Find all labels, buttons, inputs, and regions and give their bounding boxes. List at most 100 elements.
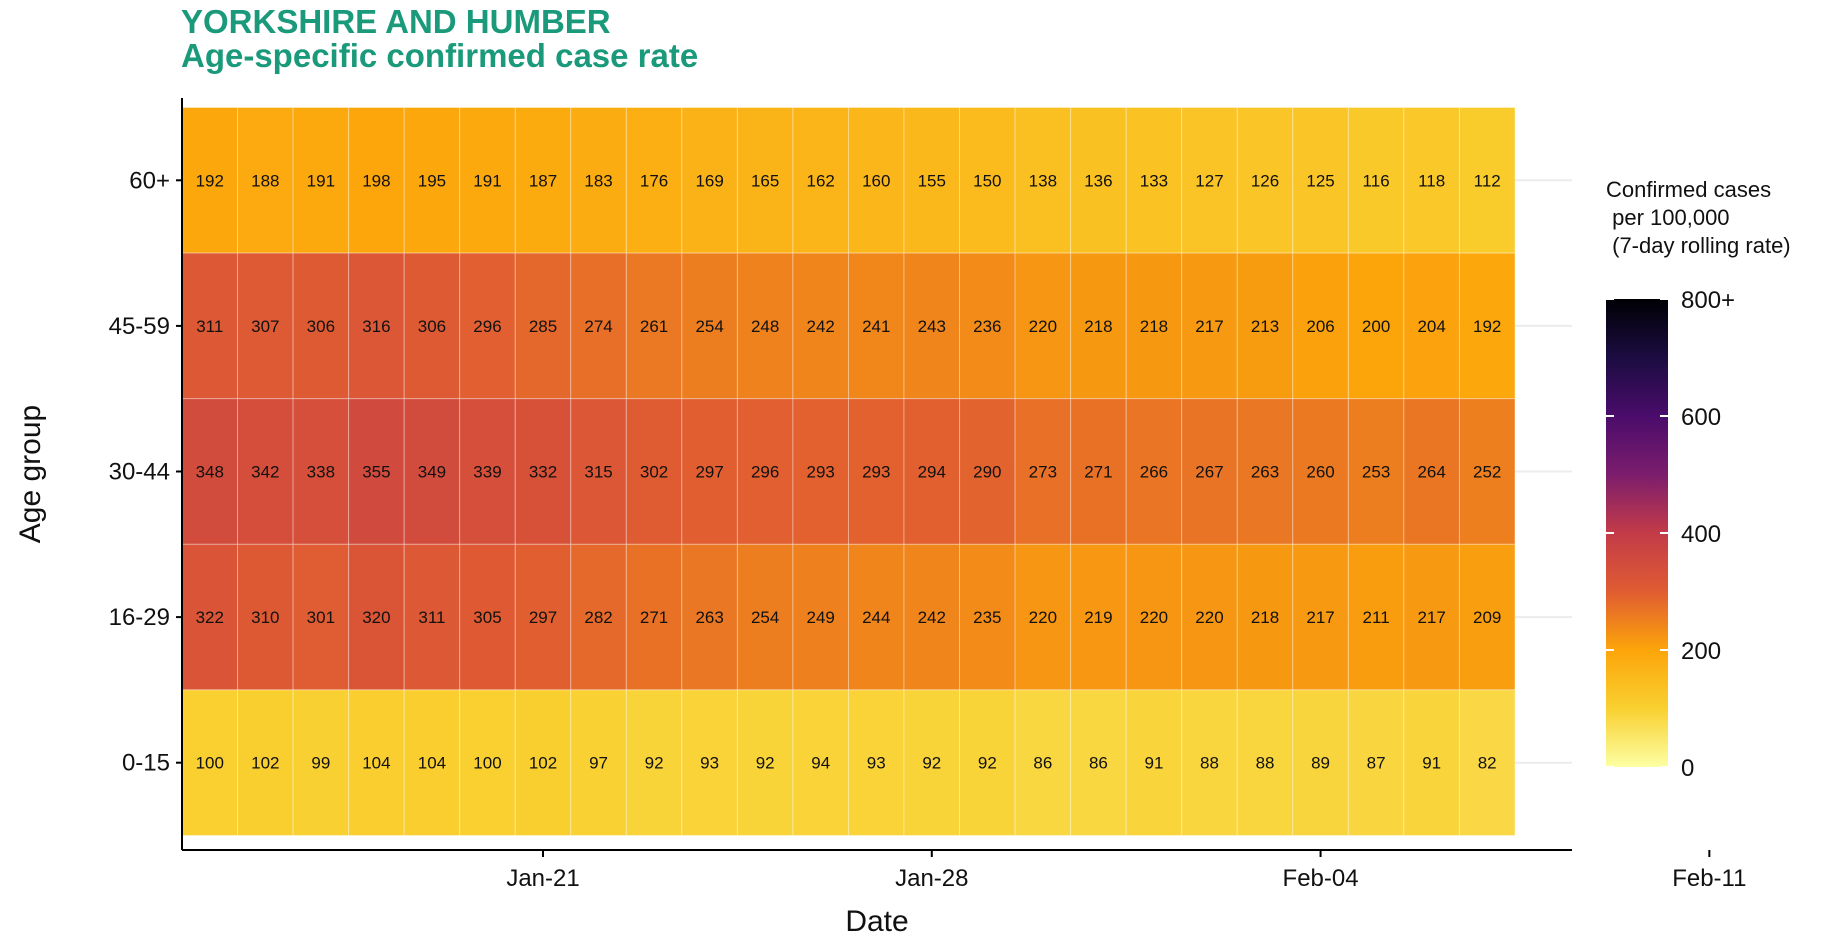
cell-value-label: 301 (307, 608, 335, 627)
heatmap-cell (237, 398, 294, 545)
heatmap-cell (181, 107, 239, 254)
heatmap-cell (403, 252, 461, 400)
heatmap-cell (1403, 543, 1460, 691)
heatmap-cell (736, 252, 794, 400)
heatmap-cell (1403, 252, 1460, 400)
heatmap-cell (1014, 543, 1072, 691)
cell-value-label: 160 (862, 171, 890, 190)
x-tick-label: Feb-04 (1283, 865, 1359, 892)
cell-value-label: 254 (695, 317, 723, 336)
heatmap-cell (292, 252, 350, 400)
heatmap-cell (1292, 398, 1349, 545)
cell-value-label: 220 (1140, 608, 1168, 627)
heatmap-cell (959, 252, 1016, 400)
heatmap-cell (1070, 543, 1127, 691)
cell-value-label: 263 (695, 608, 723, 627)
cell-value-label: 293 (862, 463, 890, 482)
heatmap-cell (348, 398, 405, 545)
cell-value-label: 97 (589, 754, 608, 773)
heatmap-cell (403, 107, 461, 254)
heatmap-cell (181, 543, 239, 691)
heatmap-cell (459, 252, 516, 400)
cell-value-label: 204 (1417, 317, 1445, 336)
cell-value-label: 253 (1362, 463, 1390, 482)
cell-value-label: 236 (973, 317, 1001, 336)
legend-tick-label: 800+ (1681, 287, 1735, 314)
cell-value-label: 220 (1029, 317, 1057, 336)
heatmap-cell (903, 689, 961, 837)
cell-value-label: 260 (1306, 463, 1334, 482)
cell-value-label: 252 (1473, 463, 1501, 482)
cell-value-label: 349 (418, 463, 446, 482)
heatmap-cell (681, 252, 738, 400)
cell-value-label: 322 (196, 608, 224, 627)
cell-value-label: 271 (1084, 463, 1112, 482)
cell-value-label: 296 (751, 463, 779, 482)
cell-value-label: 311 (418, 608, 445, 627)
cell-value-label: 235 (973, 608, 1001, 627)
cell-value-label: 293 (807, 463, 835, 482)
cell-value-label: 342 (251, 463, 279, 482)
heatmap-cell (348, 543, 405, 691)
heatmap-cell (1458, 107, 1516, 254)
heatmap-cell (625, 107, 683, 254)
heatmap-cell (181, 689, 239, 837)
heatmap-cell (847, 543, 905, 691)
cell-value-label: 94 (811, 754, 830, 773)
cell-value-label: 126 (1251, 171, 1279, 190)
cell-value-label: 92 (645, 754, 664, 773)
y-tick-label: 30-44 (109, 459, 170, 486)
heatmap-cell (847, 252, 905, 400)
cell-value-label: 218 (1251, 608, 1279, 627)
cell-value-label: 248 (751, 317, 779, 336)
cell-value-label: 91 (1422, 754, 1441, 773)
heatmap-cell-labels: 192 188 191 198 195 191 187 183 176 169 165 162 160 1… (196, 171, 1502, 772)
axes (181, 98, 1572, 851)
heatmap-cell (514, 252, 572, 400)
cell-value-label: 100 (473, 754, 501, 773)
cell-value-label: 200 (1362, 317, 1390, 336)
cell-value-label: 87 (1367, 754, 1386, 773)
cell-value-label: 297 (529, 608, 557, 627)
x-tick-label: Jan-28 (895, 865, 968, 892)
cell-value-label: 192 (196, 171, 224, 190)
y-tick-label: 16-29 (109, 604, 170, 631)
heatmap-cell (403, 689, 461, 837)
heatmap-cell (514, 107, 572, 254)
heatmap-cell (1070, 252, 1127, 400)
cell-value-label: 209 (1473, 608, 1501, 627)
cell-value-label: 311 (196, 317, 223, 336)
legend: Confirmed cases per 100,000 (7-day rolli… (1606, 177, 1791, 782)
heatmap-cell (514, 398, 572, 545)
heatmap-cell (959, 689, 1016, 837)
cell-value-label: 217 (1417, 608, 1445, 627)
cell-value-label: 241 (862, 317, 890, 336)
cell-value-label: 112 (1474, 171, 1501, 190)
cell-value-label: 305 (473, 608, 501, 627)
cell-value-label: 127 (1195, 171, 1223, 190)
heatmap-cell (625, 543, 683, 691)
heatmap-cell (736, 543, 794, 691)
heatmap-cell (847, 689, 905, 837)
heatmap-cell (1125, 398, 1183, 545)
cell-value-label: 218 (1084, 317, 1112, 336)
heatmap-cell (1236, 107, 1294, 254)
y-tick-label: 60+ (129, 167, 170, 194)
heatmap-cell (1347, 107, 1405, 254)
heatmap-cell (292, 543, 350, 691)
cell-value-label: 263 (1251, 463, 1279, 482)
cell-value-label: 183 (584, 171, 612, 190)
heatmap-cell (1403, 398, 1460, 545)
legend-tick-label: 600 (1681, 404, 1721, 431)
cell-value-label: 316 (362, 317, 390, 336)
cell-value-label: 191 (473, 171, 501, 190)
legend-color-bar (1606, 299, 1668, 767)
heatmap-cell (792, 398, 849, 545)
cell-value-label: 296 (473, 317, 501, 336)
cell-value-label: 348 (196, 463, 224, 482)
heatmap-cell (1070, 107, 1127, 254)
cell-value-label: 188 (251, 171, 279, 190)
cell-value-label: 176 (640, 171, 668, 190)
cell-value-label: 92 (922, 754, 941, 773)
heatmap-cell (1347, 252, 1405, 400)
